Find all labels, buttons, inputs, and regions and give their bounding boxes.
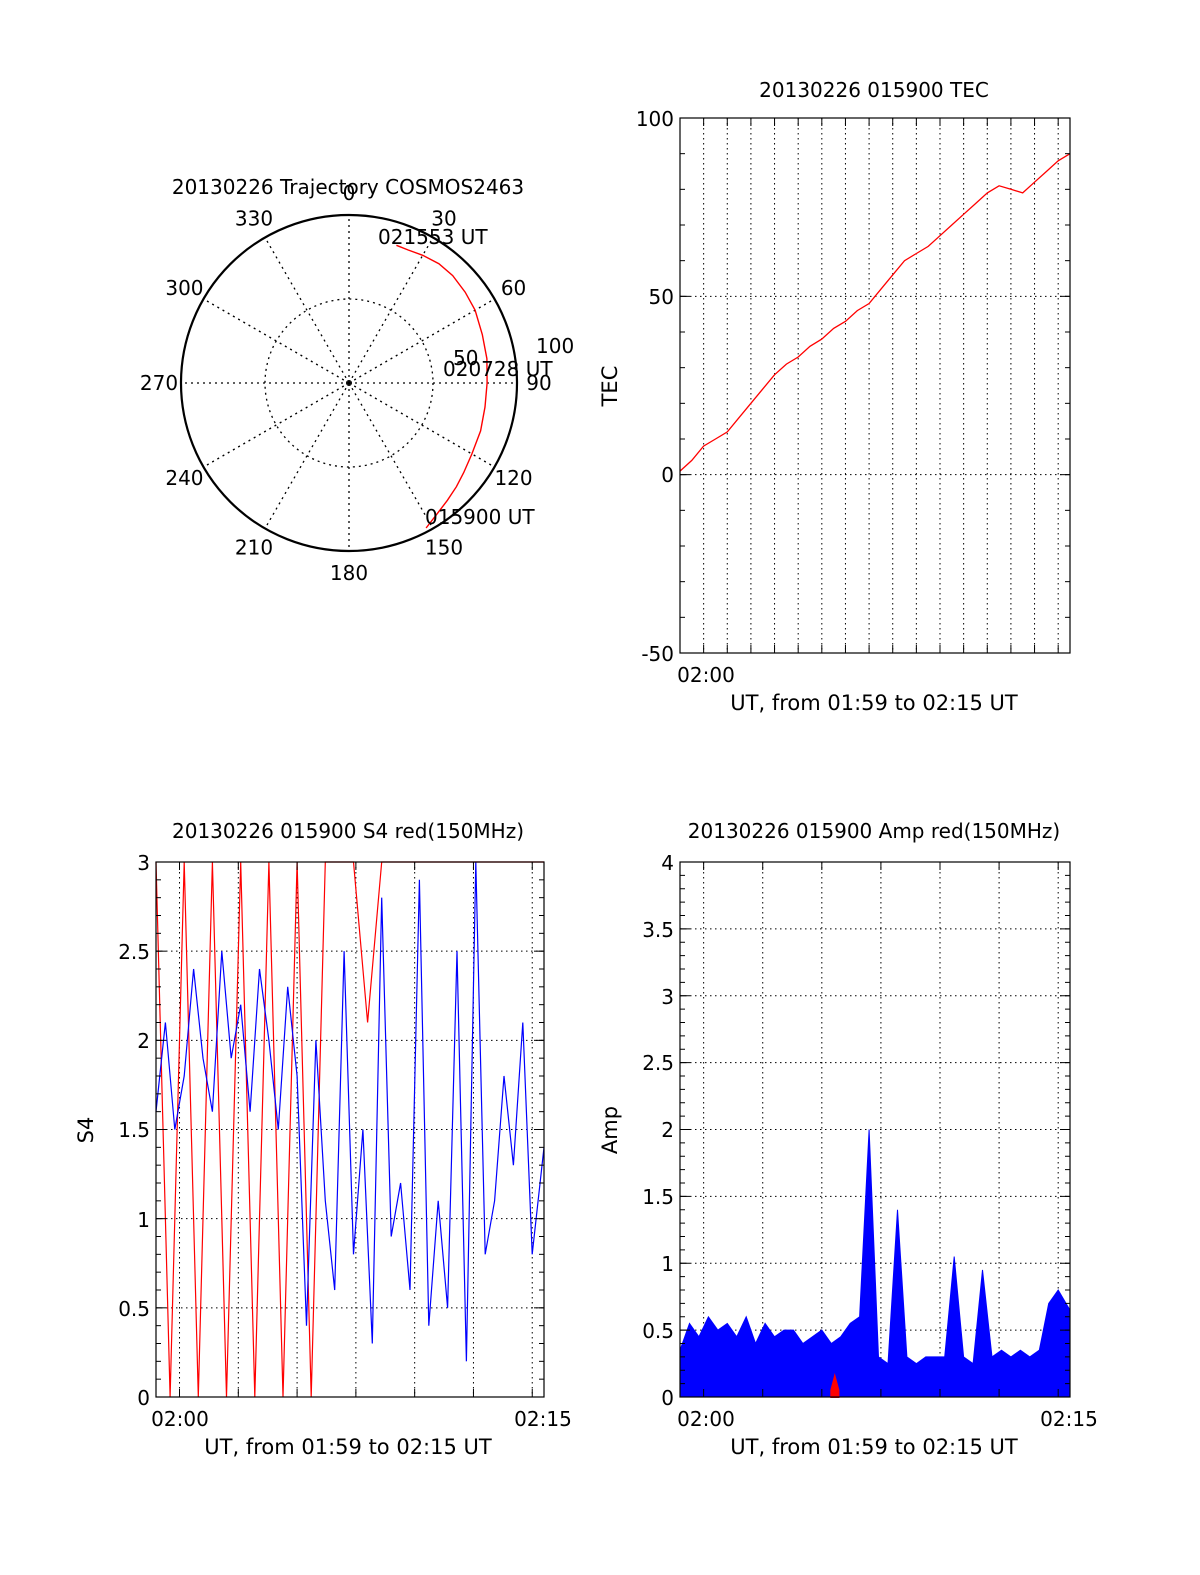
tec-ytick-label: 0 (661, 463, 674, 487)
amp-ytick-label: 0.5 (642, 1319, 674, 1343)
tec-xtick-label: 02:00 (677, 663, 735, 687)
annotation-end-time: 021553 UT (378, 225, 488, 249)
polar-angle-label: 0 (343, 181, 356, 205)
polar-spoke (348, 382, 434, 529)
amp-ytick-label: 1.5 (642, 1185, 674, 1209)
tec-axes-frame (679, 117, 1071, 654)
tec-ytick-label: 100 (636, 107, 674, 131)
s4-ticks (156, 861, 544, 1398)
polar-angle-label: 180 (330, 561, 368, 585)
s4-xtick-label: 02:00 (151, 1407, 209, 1431)
polar-angle-label: 300 (165, 276, 203, 300)
amp-panel: 20130226 015900 Amp red(150MHz) 4 3.5 3 … (598, 819, 1098, 1459)
polar-angle-label: 270 (140, 371, 178, 395)
s4-grid (156, 861, 544, 1398)
polar-spoke (264, 382, 350, 529)
tec-ytick-label: 50 (649, 285, 674, 309)
polar-grid (181, 215, 517, 551)
polar-spoke (348, 382, 495, 468)
tec-series-line (679, 153, 1071, 472)
tec-title: 20130226 015900 TEC (759, 78, 989, 102)
polar-radial-label-50: 50 (453, 346, 478, 370)
polar-angle-label: 90 (526, 371, 551, 395)
amp-y-axis-label: Amp (598, 1106, 622, 1154)
polar-outer-circle (179, 213, 519, 553)
polar-title: 20130226 Trajectory COSMOS2463 (172, 175, 524, 199)
amp-ticks (680, 861, 1070, 1398)
polar-center-marker (346, 380, 352, 386)
s4-x-axis-label: UT, from 01:59 to 02:15 UT (204, 1435, 492, 1459)
polar-spoke (348, 237, 434, 384)
polar-spoke (264, 237, 350, 384)
s4-ytick-label: 0 (137, 1386, 150, 1410)
polar-spoke (203, 298, 350, 384)
amp-ytick-label: 0 (661, 1386, 674, 1410)
polar-angle-labels: 0 30 60 90 120 150 180 210 240 270 300 330 (140, 181, 552, 585)
tec-panel: 20130226 015900 TEC 100 50 0 -50 02:00 U… (598, 78, 1071, 715)
annotation-start-time: 015900 UT (425, 505, 535, 529)
s4-ytick-label: 1.5 (118, 1118, 150, 1142)
s4-ytick-label: 0.5 (118, 1297, 150, 1321)
tec-ytick-label: -50 (641, 642, 674, 666)
amp-blue-series-fill (679, 1129, 1071, 1398)
amp-ytick-label: 3 (661, 985, 674, 1009)
polar-angle-label: 240 (165, 466, 203, 490)
amp-ytick-label: 4 (661, 851, 674, 875)
polar-angle-label: 120 (494, 466, 532, 490)
polar-panel: 20130226 Trajectory COSMOS2463 0 30 60 90 12… (140, 175, 574, 585)
s4-ytick-label: 2.5 (118, 940, 150, 964)
amp-x-axis-label: UT, from 01:59 to 02:15 UT (730, 1435, 1018, 1459)
polar-angle-label: 210 (235, 536, 273, 560)
tec-ticks (680, 117, 1070, 654)
annotation-mid-time: 020728 UT (443, 357, 553, 381)
tec-x-axis-label: UT, from 01:59 to 02:15 UT (730, 691, 1018, 715)
s4-ytick-label: 3 (137, 851, 150, 875)
amp-title: 20130226 015900 Amp red(150MHz) (688, 819, 1060, 843)
s4-title: 20130226 015900 S4 red(150MHz) (172, 819, 524, 843)
amp-ytick-label: 2 (661, 1118, 674, 1142)
trajectory-line (396, 244, 488, 529)
s4-xtick-label: 02:15 (514, 1407, 572, 1431)
tec-y-axis-label: TEC (598, 366, 622, 408)
polar-angle-label: 30 (431, 206, 456, 230)
s4-blue-series-line (155, 861, 545, 1362)
s4-ytick-label: 1 (137, 1208, 150, 1232)
polar-radial-label-100: 100 (536, 334, 574, 358)
polar-angle-label: 330 (235, 206, 273, 230)
polar-angle-label: 60 (501, 276, 526, 300)
polar-spoke (348, 298, 495, 384)
amp-ytick-label: 2.5 (642, 1051, 674, 1075)
s4-y-axis-label: S4 (74, 1117, 98, 1144)
polar-angle-label: 150 (425, 536, 463, 560)
amp-ytick-label: 1 (661, 1252, 674, 1276)
s4-panel: 20130226 015900 S4 red(150MHz) 3 2.5 2 1… (74, 819, 572, 1459)
s4-ytick-label: 2 (137, 1029, 150, 1053)
amp-xtick-label: 02:15 (1040, 1407, 1098, 1431)
amp-ytick-label: 3.5 (642, 918, 674, 942)
amp-xtick-label: 02:00 (677, 1407, 735, 1431)
polar-spoke (203, 382, 350, 468)
